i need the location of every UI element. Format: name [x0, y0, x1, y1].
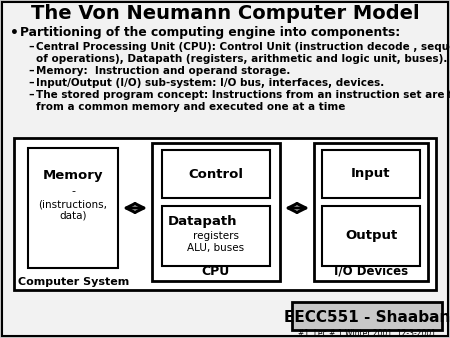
Text: –: –: [28, 78, 34, 88]
Text: •: •: [10, 26, 19, 40]
Text: (instructions,
data): (instructions, data): [39, 199, 108, 221]
Text: Computer System: Computer System: [18, 277, 129, 287]
Text: -: -: [71, 186, 75, 196]
Text: Partitioning of the computing engine into components:: Partitioning of the computing engine int…: [20, 26, 400, 39]
Text: Input: Input: [351, 168, 391, 180]
Text: I/O Devices: I/O Devices: [334, 265, 408, 278]
FancyBboxPatch shape: [152, 143, 280, 281]
Text: Output: Output: [345, 230, 397, 242]
Text: Memory: Memory: [43, 169, 103, 183]
Text: Memory:  Instruction and operand storage.: Memory: Instruction and operand storage.: [36, 66, 290, 76]
Text: #1  Lec # 1 Winter 2001  12-3-2001: #1 Lec # 1 Winter 2001 12-3-2001: [298, 329, 436, 338]
Text: Input/Output (I/O) sub-system: I/O bus, interfaces, devices.: Input/Output (I/O) sub-system: I/O bus, …: [36, 78, 384, 88]
FancyBboxPatch shape: [322, 150, 420, 198]
FancyBboxPatch shape: [322, 206, 420, 266]
FancyBboxPatch shape: [292, 302, 442, 330]
Text: registers
ALU, buses: registers ALU, buses: [188, 231, 244, 253]
FancyBboxPatch shape: [14, 138, 436, 290]
Text: Control: Control: [189, 168, 243, 180]
Text: –: –: [28, 66, 34, 76]
Text: EECC551 - Shaaban: EECC551 - Shaaban: [284, 311, 450, 325]
FancyBboxPatch shape: [162, 206, 270, 266]
Text: Datapath: Datapath: [168, 216, 238, 228]
Text: –: –: [28, 42, 34, 52]
FancyBboxPatch shape: [314, 143, 428, 281]
FancyBboxPatch shape: [28, 148, 118, 268]
Text: –: –: [28, 90, 34, 100]
Text: The stored program concept: Instructions from an instruction set are fetched
fro: The stored program concept: Instructions…: [36, 90, 450, 112]
Text: The Von Neumann Computer Model: The Von Neumann Computer Model: [31, 4, 419, 23]
Text: CPU: CPU: [202, 265, 230, 278]
Text: Central Processing Unit (CPU): Control Unit (instruction decode , sequencing
of : Central Processing Unit (CPU): Control U…: [36, 42, 450, 64]
FancyBboxPatch shape: [2, 2, 448, 336]
FancyBboxPatch shape: [162, 150, 270, 198]
